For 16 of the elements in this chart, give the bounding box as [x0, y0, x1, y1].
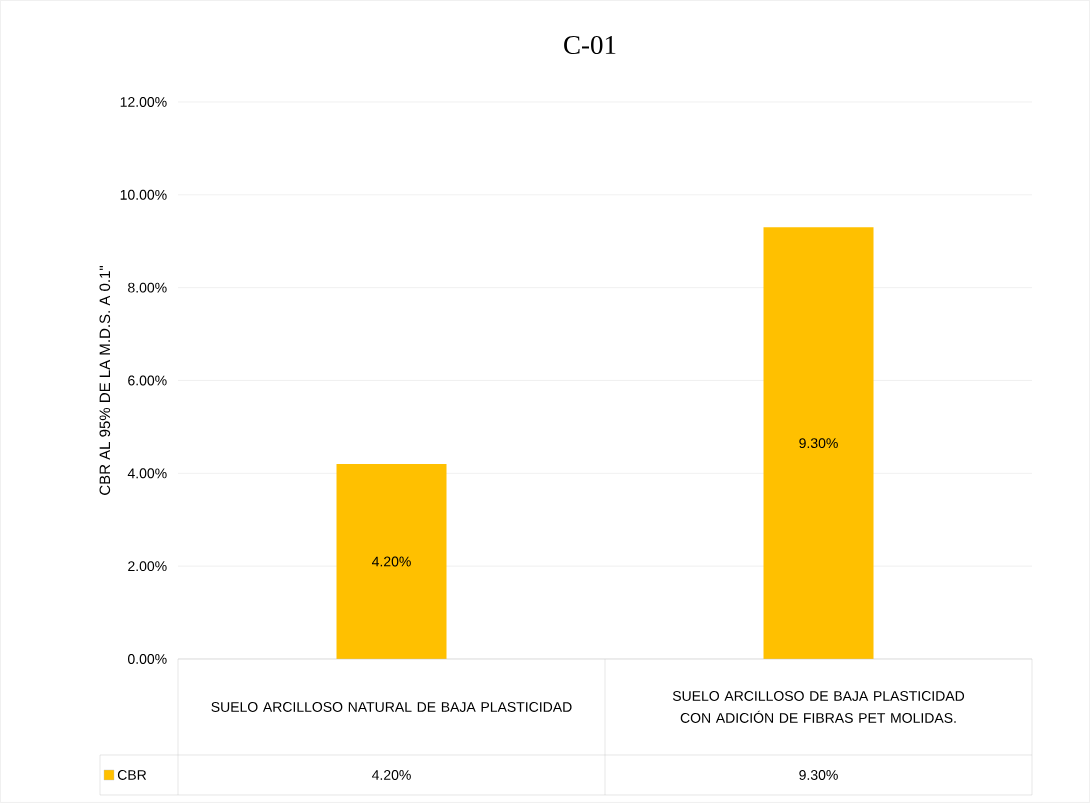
y-tick-label: 8.00%: [128, 282, 167, 293]
text: 4.20%: [371, 556, 411, 567]
data-label: 9.30%: [799, 770, 838, 780]
y-tick-label: 2.00%: [128, 561, 167, 572]
x-tick-label: SUELO ARCILLOSO DE BAJA PLASTICIDAD CON ADICIÓN DE FIBRAS PET MOLIDAS.: [672, 691, 965, 723]
y-tick-label: 0.00%: [127, 654, 167, 664]
legend-label: CBR: [117, 770, 147, 780]
y-tick-label: 6.00%: [128, 375, 167, 386]
chart-title: C-01: [564, 35, 616, 55]
y-tick-label: 10.00%: [120, 189, 167, 200]
data-label: 4.20%: [371, 770, 411, 780]
y-axis-title: CBR AL 95% DE LA M.D.S. A 0.1": [99, 265, 111, 495]
x-tick-label: SUELO ARCILLOSO NATURAL DE BAJA PLASTICIDAD: [211, 702, 572, 712]
text: 9.30%: [799, 438, 838, 449]
y-tick-label: 12.00%: [120, 97, 167, 107]
y-tick-label: 4.00%: [127, 468, 167, 479]
